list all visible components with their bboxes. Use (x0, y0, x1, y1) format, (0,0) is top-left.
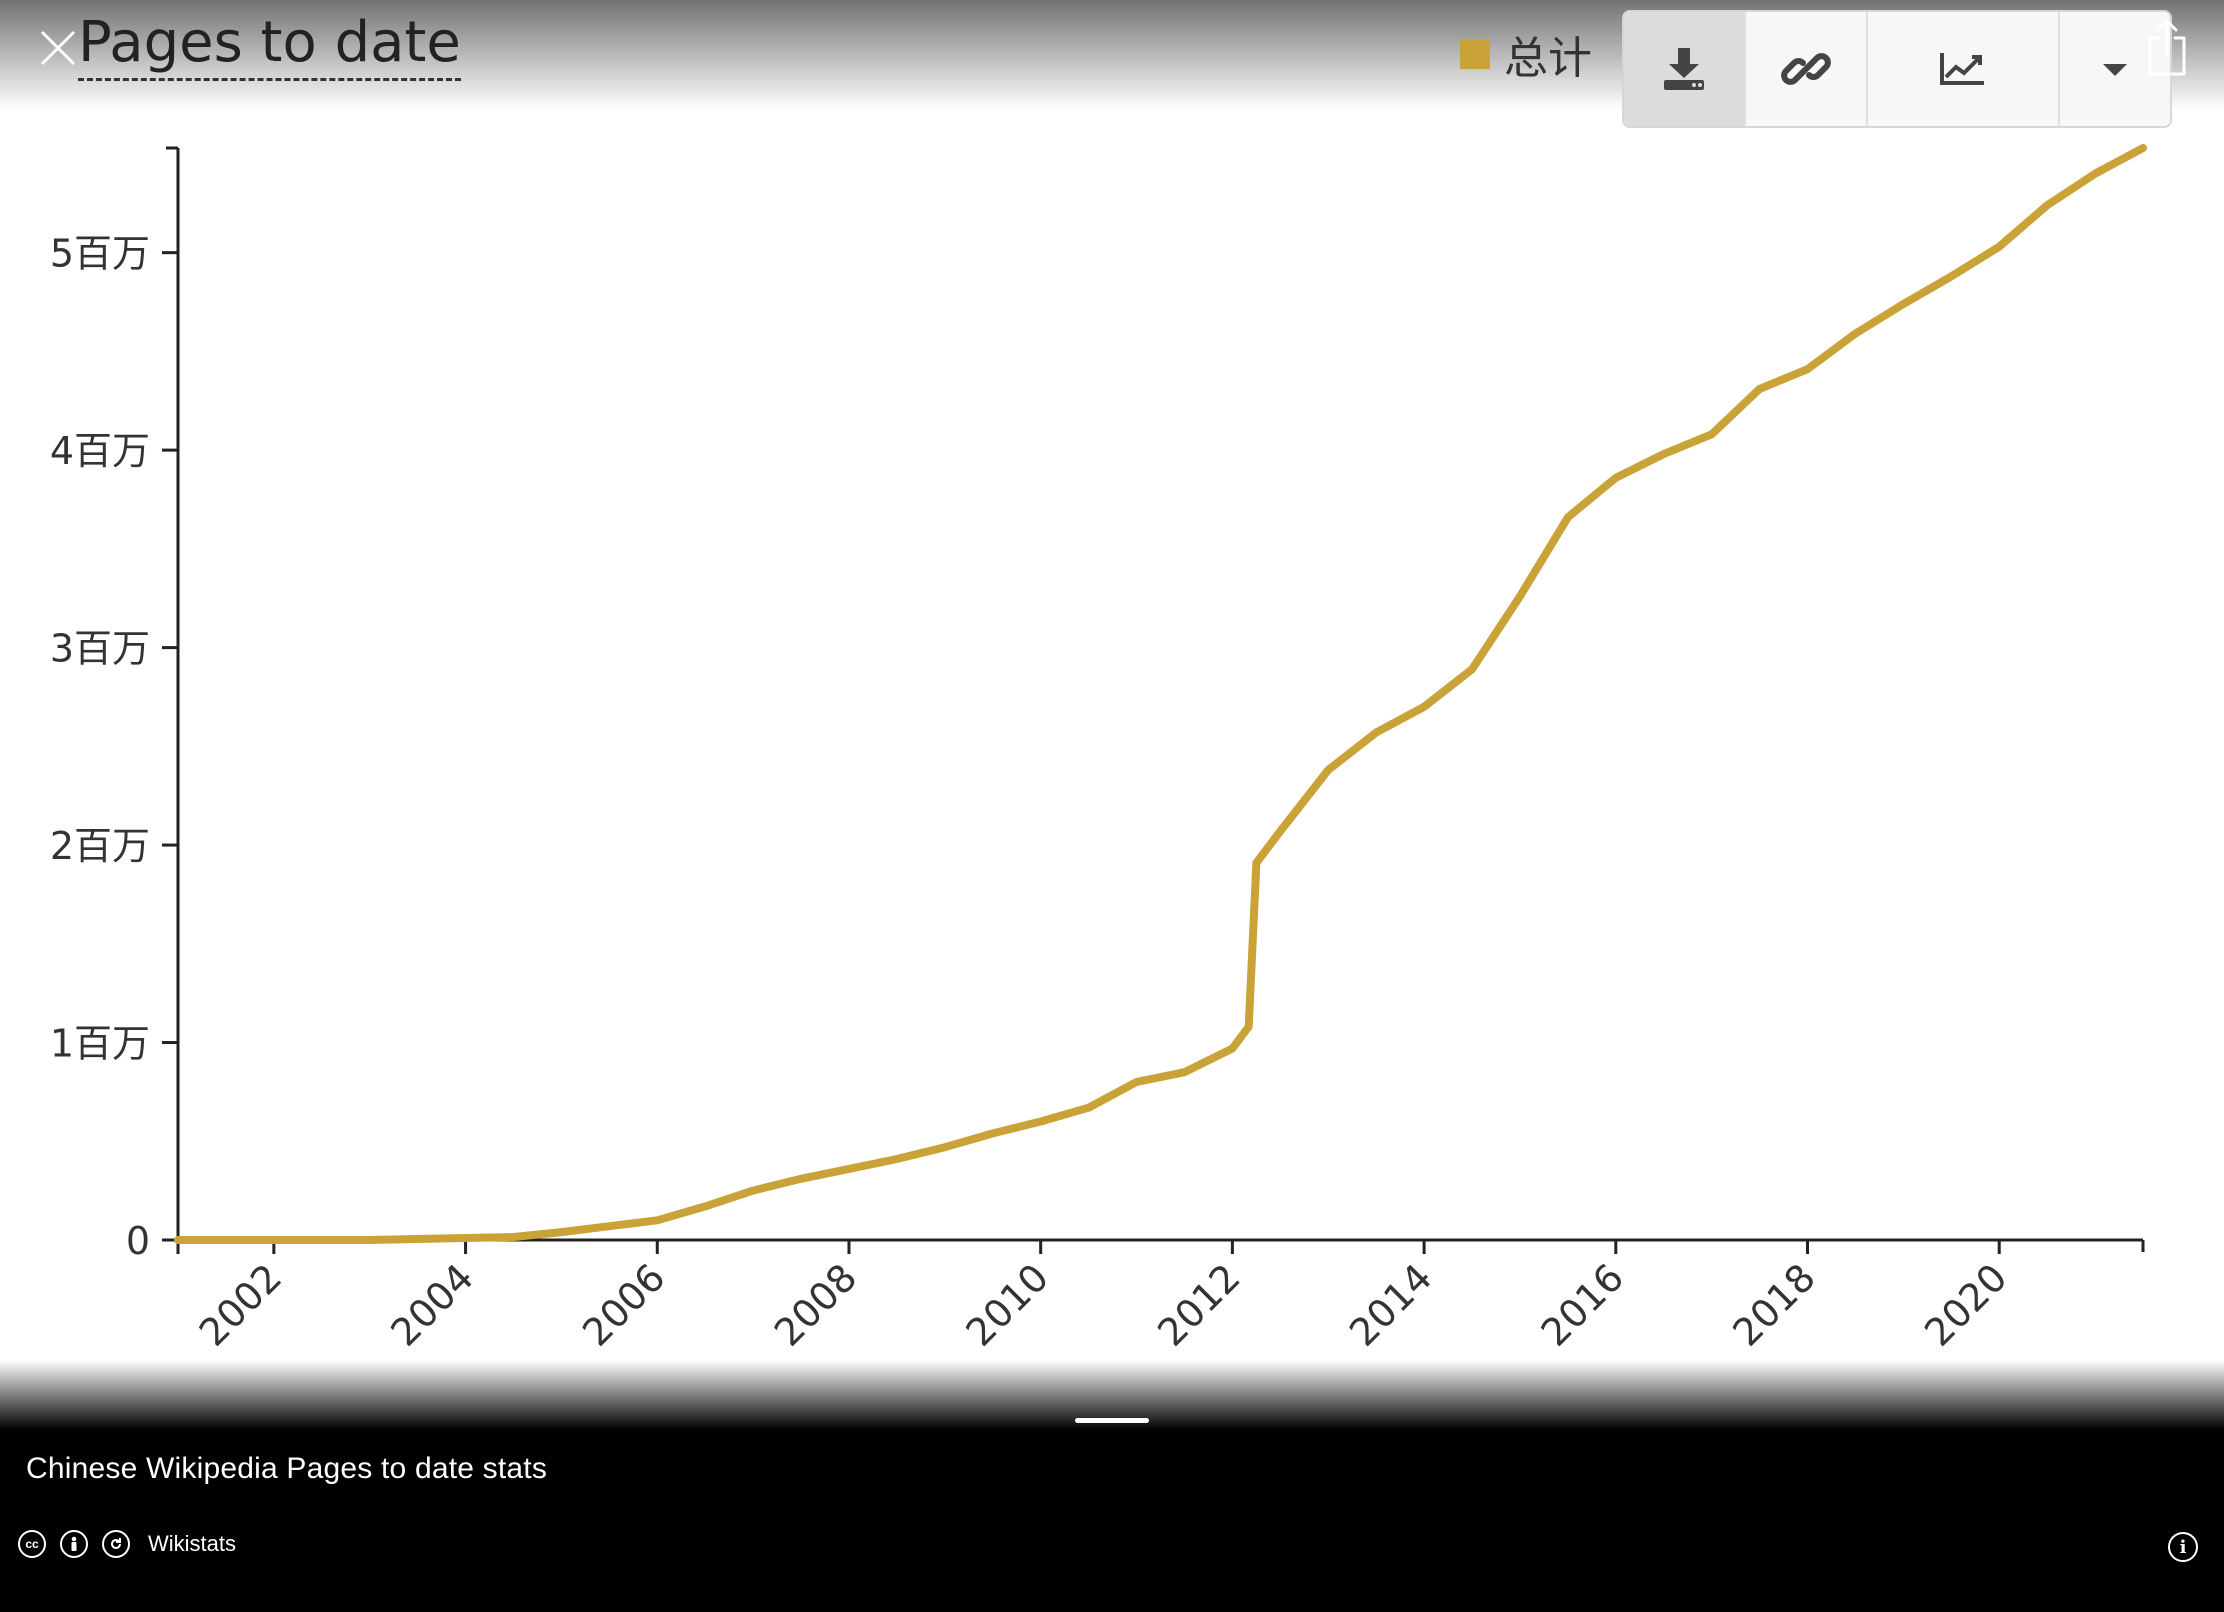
close-button[interactable] (38, 28, 78, 68)
chart-toolbar (1622, 10, 2172, 128)
x-tick-label: 2006 (574, 1255, 674, 1355)
share-alike-icon[interactable] (102, 1530, 130, 1558)
line-chart-icon (1940, 53, 1984, 85)
chart-viewer: 0 1百万 2百万 3百万 4百万 5百万 2002 2004 2006 2008 2010 2012… (0, 0, 2224, 1430)
chart-legend[interactable]: 总计 (1460, 26, 1592, 84)
share-icon (2148, 19, 2186, 76)
drag-handle[interactable] (1075, 1418, 1149, 1423)
chart-plot: 0 1百万 2百万 3百万 4百万 5百万 2002 2004 2006 2008 2010 2012… (50, 144, 2147, 1355)
info-icon: i (2179, 1536, 2187, 1558)
x-tick-label: 2018 (1724, 1255, 1824, 1355)
legend-label: 总计 (1504, 33, 1592, 84)
x-tick-label: 2002 (191, 1255, 291, 1355)
attribution-icon[interactable] (60, 1530, 88, 1558)
legend-swatch (1460, 39, 1490, 69)
x-tick-label: 2016 (1533, 1255, 1633, 1355)
x-tick-label: 2010 (958, 1255, 1058, 1355)
y-tick-label: 0 (126, 1219, 150, 1263)
license-footer: cc Wikistats (18, 1530, 236, 1558)
link-icon (1781, 53, 1831, 85)
y-tick-label: 5百万 (50, 232, 150, 276)
y-tick-label: 3百万 (50, 627, 150, 671)
link-button[interactable] (1746, 12, 1868, 126)
series-line (174, 144, 2147, 1244)
share-button[interactable] (2142, 18, 2192, 78)
chevron-down-icon (2103, 64, 2127, 76)
cc-icon[interactable]: cc (18, 1530, 46, 1558)
y-tick-label: 4百万 (50, 429, 150, 473)
x-tick-label: 2014 (1341, 1255, 1441, 1355)
x-tick-label: 2020 (1916, 1255, 2016, 1355)
x-tick-label: 2004 (382, 1255, 482, 1355)
image-caption: Chinese Wikipedia Pages to date stats (26, 1452, 548, 1485)
chart-title[interactable]: Pages to date (78, 8, 461, 81)
x-tick-label: 2008 (766, 1255, 866, 1355)
chart-type-button[interactable] (1868, 12, 2060, 126)
info-button[interactable]: i (2168, 1532, 2198, 1562)
x-tick-label: 2012 (1149, 1255, 1249, 1355)
download-icon (1664, 48, 1704, 90)
source-label[interactable]: Wikistats (148, 1531, 236, 1556)
y-tick-label: 1百万 (50, 1022, 150, 1066)
download-button[interactable] (1624, 12, 1746, 126)
more-options-button[interactable] (2060, 12, 2170, 126)
close-icon (40, 30, 76, 66)
y-tick-label: 2百万 (50, 824, 150, 868)
